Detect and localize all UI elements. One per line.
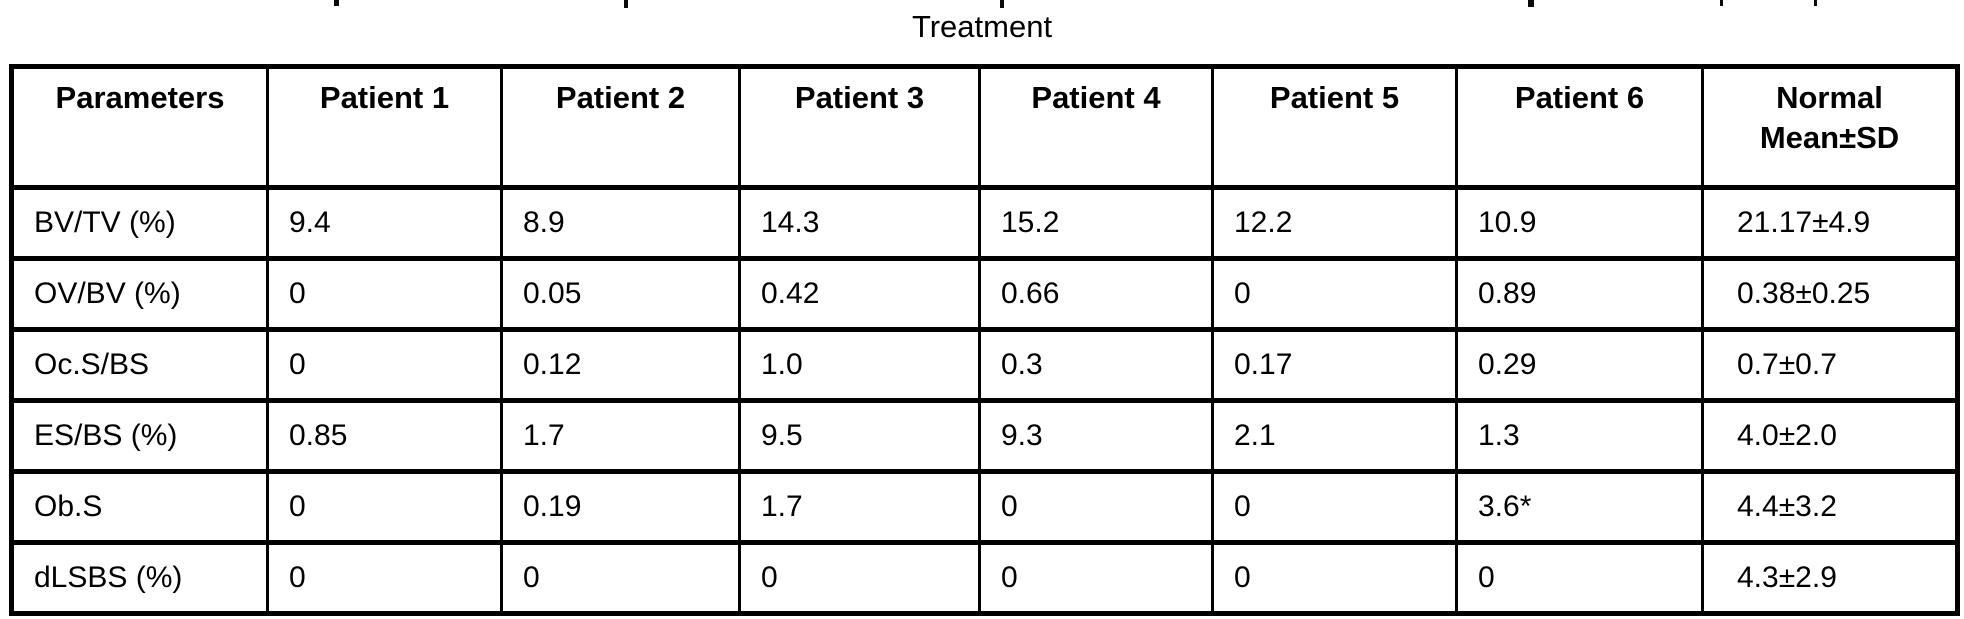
parameters-table: Parameters Patient 1 Patient 2 Patient 3 Pat… [9,64,1960,616]
value-cell: 0 [266,256,503,332]
value-cell: 0.29 [1455,327,1704,403]
table-row: dLSBS (%) 0 0 0 0 0 0 4.3±2.9 [10,540,1959,616]
value-cell: 0 [1211,540,1458,616]
value-cell: 15.2 [978,185,1214,261]
value-cell: 4.4±3.2 [1701,469,1959,545]
table-row: Ob.S 0 0.19 1.7 0 0 3.6* 4.4±3.2 [10,469,1959,545]
value-cell: 4.3±2.9 [1701,540,1959,616]
column-header-line: Patient 4 [1031,80,1161,115]
column-header: Normal Mean±SD [1701,64,1959,190]
value-cell: 0 [978,540,1214,616]
value-cell: 0.42 [738,256,981,332]
value-cell: 9.4 [266,185,503,261]
value-cell: 0 [1211,469,1458,545]
value-cell: 1.7 [738,469,981,545]
table-row: OV/BV (%) 0 0.05 0.42 0.66 0 0.89 0.38±0.25 [10,256,1959,332]
value-cell: 0 [266,469,503,545]
table-row: ES/BS (%) 0.85 1.7 9.5 9.3 2.1 1.3 4.0±2.0 [10,398,1959,474]
value-cell: 21.17±4.9 [1701,185,1959,261]
column-header-line: Parameters [55,80,225,115]
column-header-line: Patient 2 [555,80,686,115]
column-header: Patient 1 [266,64,503,190]
column-header-line: Patient 6 [1514,80,1645,115]
column-header-line: Patient 5 [1269,80,1400,115]
value-cell: 9.3 [978,398,1214,474]
value-cell: 0.38±0.25 [1701,256,1959,332]
value-cell: 0.19 [500,469,741,545]
value-cell: 0.3 [978,327,1214,403]
header-row: Parameters Patient 1 Patient 2 Patient 3 Pat… [10,64,1959,190]
cropped-text-fragment [1814,0,1817,6]
table-row: Oc.S/BS 0 0.12 1.0 0.3 0.17 0.29 0.7±0.7 [10,327,1959,403]
column-header: Patient 4 [978,64,1214,190]
value-cell: 0.66 [978,256,1214,332]
value-cell: 4.0±2.0 [1701,398,1959,474]
value-cell: 0.05 [500,256,741,332]
value-cell: 0 [978,469,1214,545]
value-cell: 0 [266,327,503,403]
value-cell: 1.3 [1455,398,1704,474]
table-body: BV/TV (%) 9.4 8.9 14.3 15.2 12.2 10.9 21.17±4.9… [10,185,1959,616]
column-header: Parameters [10,64,269,190]
table-row: BV/TV (%) 9.4 8.9 14.3 15.2 12.2 10.9 21.17±4.9 [10,185,1959,261]
value-cell: 0 [266,540,503,616]
parameter-cell: ES/BS (%) [10,398,269,474]
value-cell: 1.0 [738,327,981,403]
value-cell: 14.3 [738,185,981,261]
cropped-text-fragment [334,0,339,6]
value-cell: 1.7 [500,398,741,474]
parameter-cell: BV/TV (%) [10,185,269,261]
value-cell: 0.89 [1455,256,1704,332]
value-cell: 3.6* [1455,469,1704,545]
cropped-text-fragment [1528,0,1534,7]
cropped-text-fragment [1000,0,1004,8]
value-cell: 0.85 [266,398,503,474]
value-cell: 0 [1455,540,1704,616]
column-header-line: Patient 3 [794,80,925,115]
table-title: Treatment [911,9,1053,44]
value-cell: 0 [500,540,741,616]
value-cell: 0.7±0.7 [1701,327,1959,403]
column-header-line: Normal [1776,80,1883,115]
column-header: Patient 6 [1455,64,1704,190]
parameter-cell: Ob.S [10,469,269,545]
column-header: Patient 3 [738,64,981,190]
parameter-cell: Oc.S/BS [10,327,269,403]
column-header-line: Mean±SD [1759,120,1900,155]
value-cell: 8.9 [500,185,741,261]
column-header: Patient 2 [500,64,741,190]
value-cell: 0.17 [1211,327,1458,403]
value-cell: 2.1 [1211,398,1458,474]
cropped-text-fragment [624,0,628,8]
parameter-cell: OV/BV (%) [10,256,269,332]
column-header: Patient 5 [1211,64,1458,190]
value-cell: 0 [1211,256,1458,332]
value-cell: 0 [738,540,981,616]
value-cell: 9.5 [738,398,981,474]
column-header-line: Patient 1 [319,80,450,115]
parameter-cell: dLSBS (%) [10,540,269,616]
cropped-text-fragment [1720,0,1723,6]
value-cell: 12.2 [1211,185,1458,261]
value-cell: 0.12 [500,327,741,403]
value-cell: 10.9 [1455,185,1704,261]
